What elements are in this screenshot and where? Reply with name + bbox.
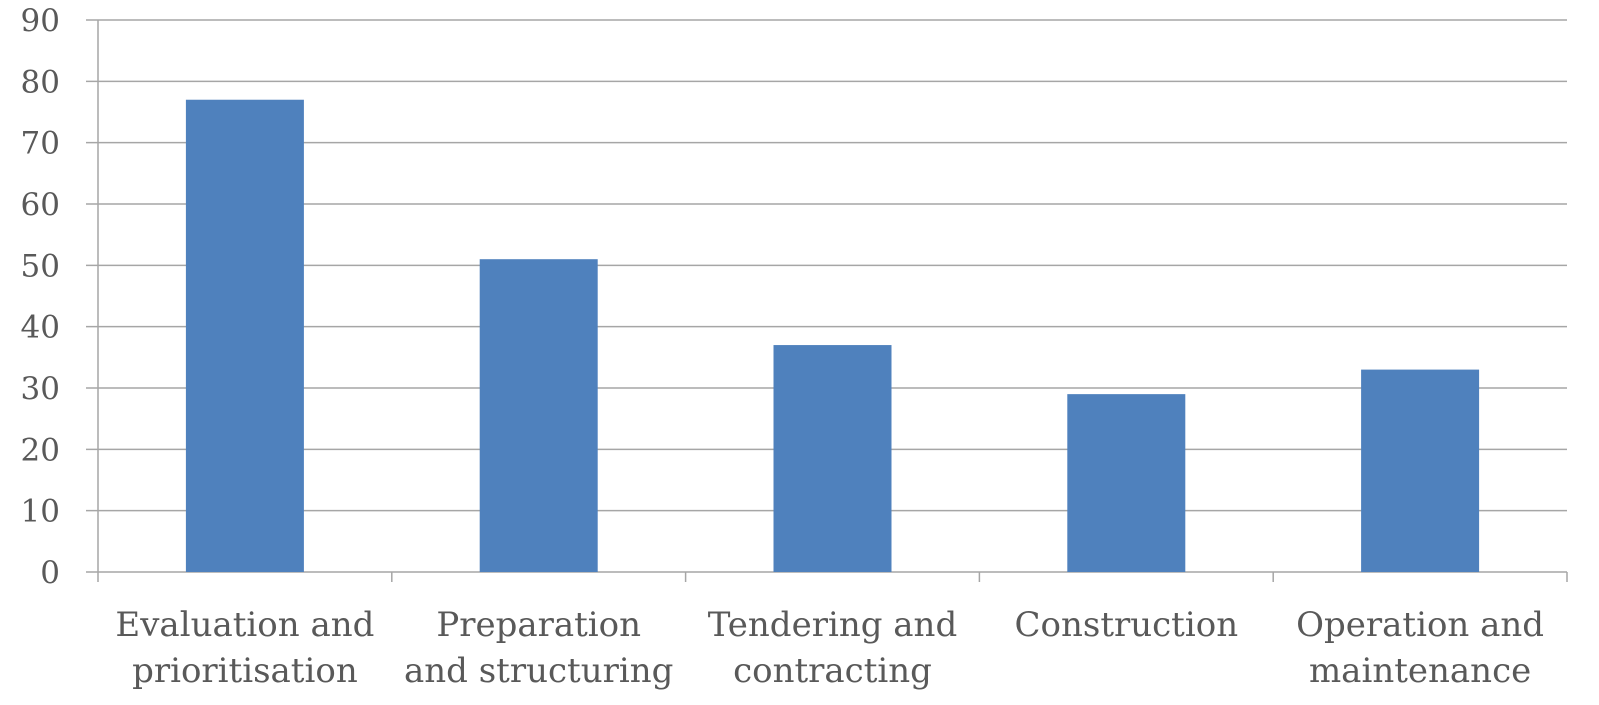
- y-tick-label: 40: [21, 310, 60, 346]
- x-tick-label: Construction: [1015, 605, 1239, 645]
- y-tick-label: 70: [21, 126, 60, 162]
- bar: [773, 345, 892, 572]
- x-tick-label: Preparation: [436, 605, 641, 645]
- x-tick-label: Tendering and: [708, 605, 957, 645]
- x-tick-label: Operation and: [1296, 605, 1544, 645]
- y-tick-label: 30: [21, 371, 60, 407]
- y-tick-label: 60: [21, 187, 60, 223]
- bars: [185, 99, 1480, 572]
- x-tick-label: contracting: [733, 651, 932, 691]
- y-tick-label: 90: [21, 3, 60, 39]
- y-tick-label: 20: [21, 432, 60, 468]
- y-tick-labels: 0 10 20 30 40 50 60 70 80 90: [21, 3, 60, 591]
- gridlines: [86, 19, 1567, 512]
- x-tick-label: prioritisation: [132, 651, 358, 691]
- x-tick-labels: Evaluation and prioritisation Preparation a…: [115, 605, 1544, 691]
- y-tick-label: 0: [40, 555, 60, 591]
- y-tick-label: 80: [21, 64, 60, 100]
- x-tick-label: and structuring: [404, 651, 673, 691]
- bar: [1361, 369, 1480, 572]
- y-tick-label: 10: [21, 494, 60, 530]
- bar: [1067, 394, 1186, 572]
- x-tick-label: Evaluation and: [115, 605, 374, 645]
- bar: [479, 259, 598, 572]
- bar: [185, 99, 304, 572]
- x-tick-label: maintenance: [1309, 651, 1531, 691]
- y-tick-label: 50: [21, 248, 60, 284]
